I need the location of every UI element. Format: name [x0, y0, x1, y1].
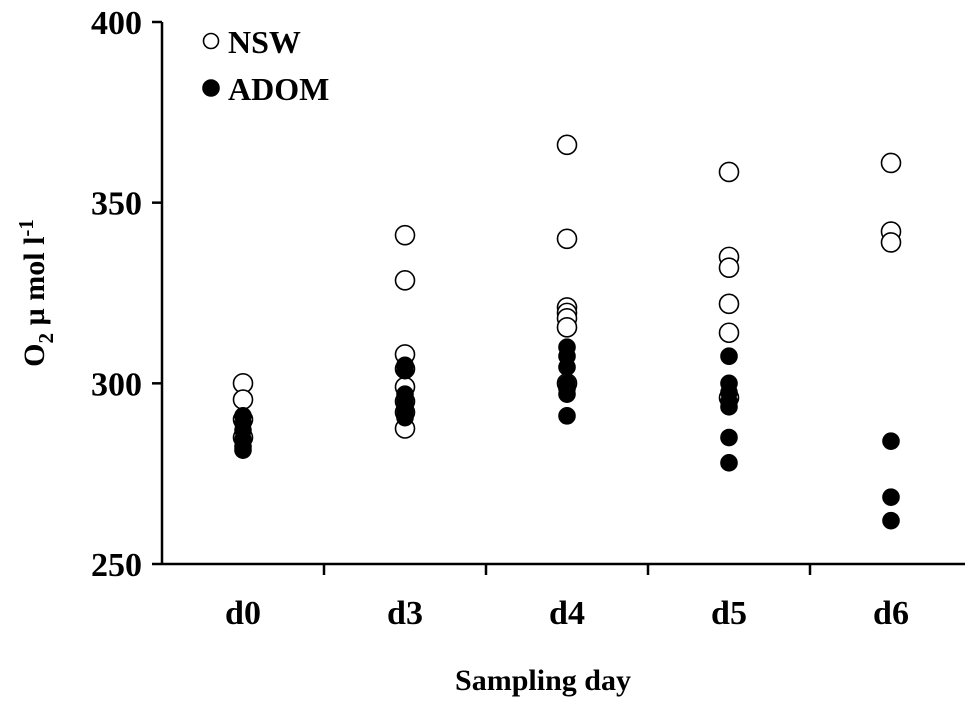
adom-point: [396, 408, 414, 427]
y-axis-title-mid: µ mol l: [18, 237, 51, 333]
y-tick-label: 250: [91, 547, 142, 584]
adom-series: [234, 338, 900, 530]
adom-point: [720, 347, 738, 366]
adom-point: [720, 428, 738, 447]
y-tick-label: 350: [91, 186, 142, 223]
x-axis-title: Sampling day: [455, 664, 631, 697]
nsw-point: [718, 257, 740, 279]
nsw-point: [718, 322, 740, 344]
legend: NSW ADOM: [202, 24, 329, 107]
legend-marker-nsw: [202, 32, 220, 50]
adom-point: [720, 454, 738, 472]
nsw-point: [718, 293, 740, 315]
y-tick-label: 300: [91, 366, 142, 403]
nsw-point: [880, 232, 902, 253]
adom-point: [558, 385, 576, 403]
adom-point: [396, 361, 414, 380]
y-axis-title-sub: 2: [34, 333, 58, 344]
nsw-point: [556, 228, 578, 250]
x-tick-labels: d0 d3 d4 d5 d6: [225, 595, 909, 632]
x-tick-label-d5: d5: [711, 595, 747, 632]
nsw-point: [232, 389, 254, 410]
adom-point: [882, 511, 900, 530]
y-axis-title-sup: -1: [14, 219, 38, 237]
nsw-point: [394, 270, 416, 291]
y-axis-title: O2 µ mol l-1: [14, 219, 58, 367]
nsw-point: [394, 224, 416, 246]
y-tick-label: 400: [91, 5, 142, 42]
nsw-point: [556, 317, 578, 338]
legend-marker-adom: [202, 79, 220, 97]
adom-point: [234, 441, 252, 459]
y-axis-title-main: O: [18, 344, 51, 367]
x-tick-label-d3: d3: [387, 595, 423, 632]
nsw-point: [880, 152, 902, 174]
adom-point: [882, 432, 900, 450]
x-tick-label-d4: d4: [549, 595, 585, 632]
nsw-point: [718, 161, 740, 183]
legend-label-nsw: NSW: [228, 24, 301, 60]
adom-point: [558, 358, 576, 376]
adom-point: [720, 398, 738, 416]
x-tick-label-d0: d0: [225, 595, 261, 632]
x-tick-label-d6: d6: [873, 595, 909, 632]
axes: [152, 20, 965, 575]
nsw-point: [556, 134, 578, 156]
y-tick-labels: 250 300 350 400: [91, 5, 142, 584]
legend-label-adom: ADOM: [228, 71, 329, 107]
adom-point: [558, 407, 576, 425]
adom-point: [882, 488, 900, 506]
